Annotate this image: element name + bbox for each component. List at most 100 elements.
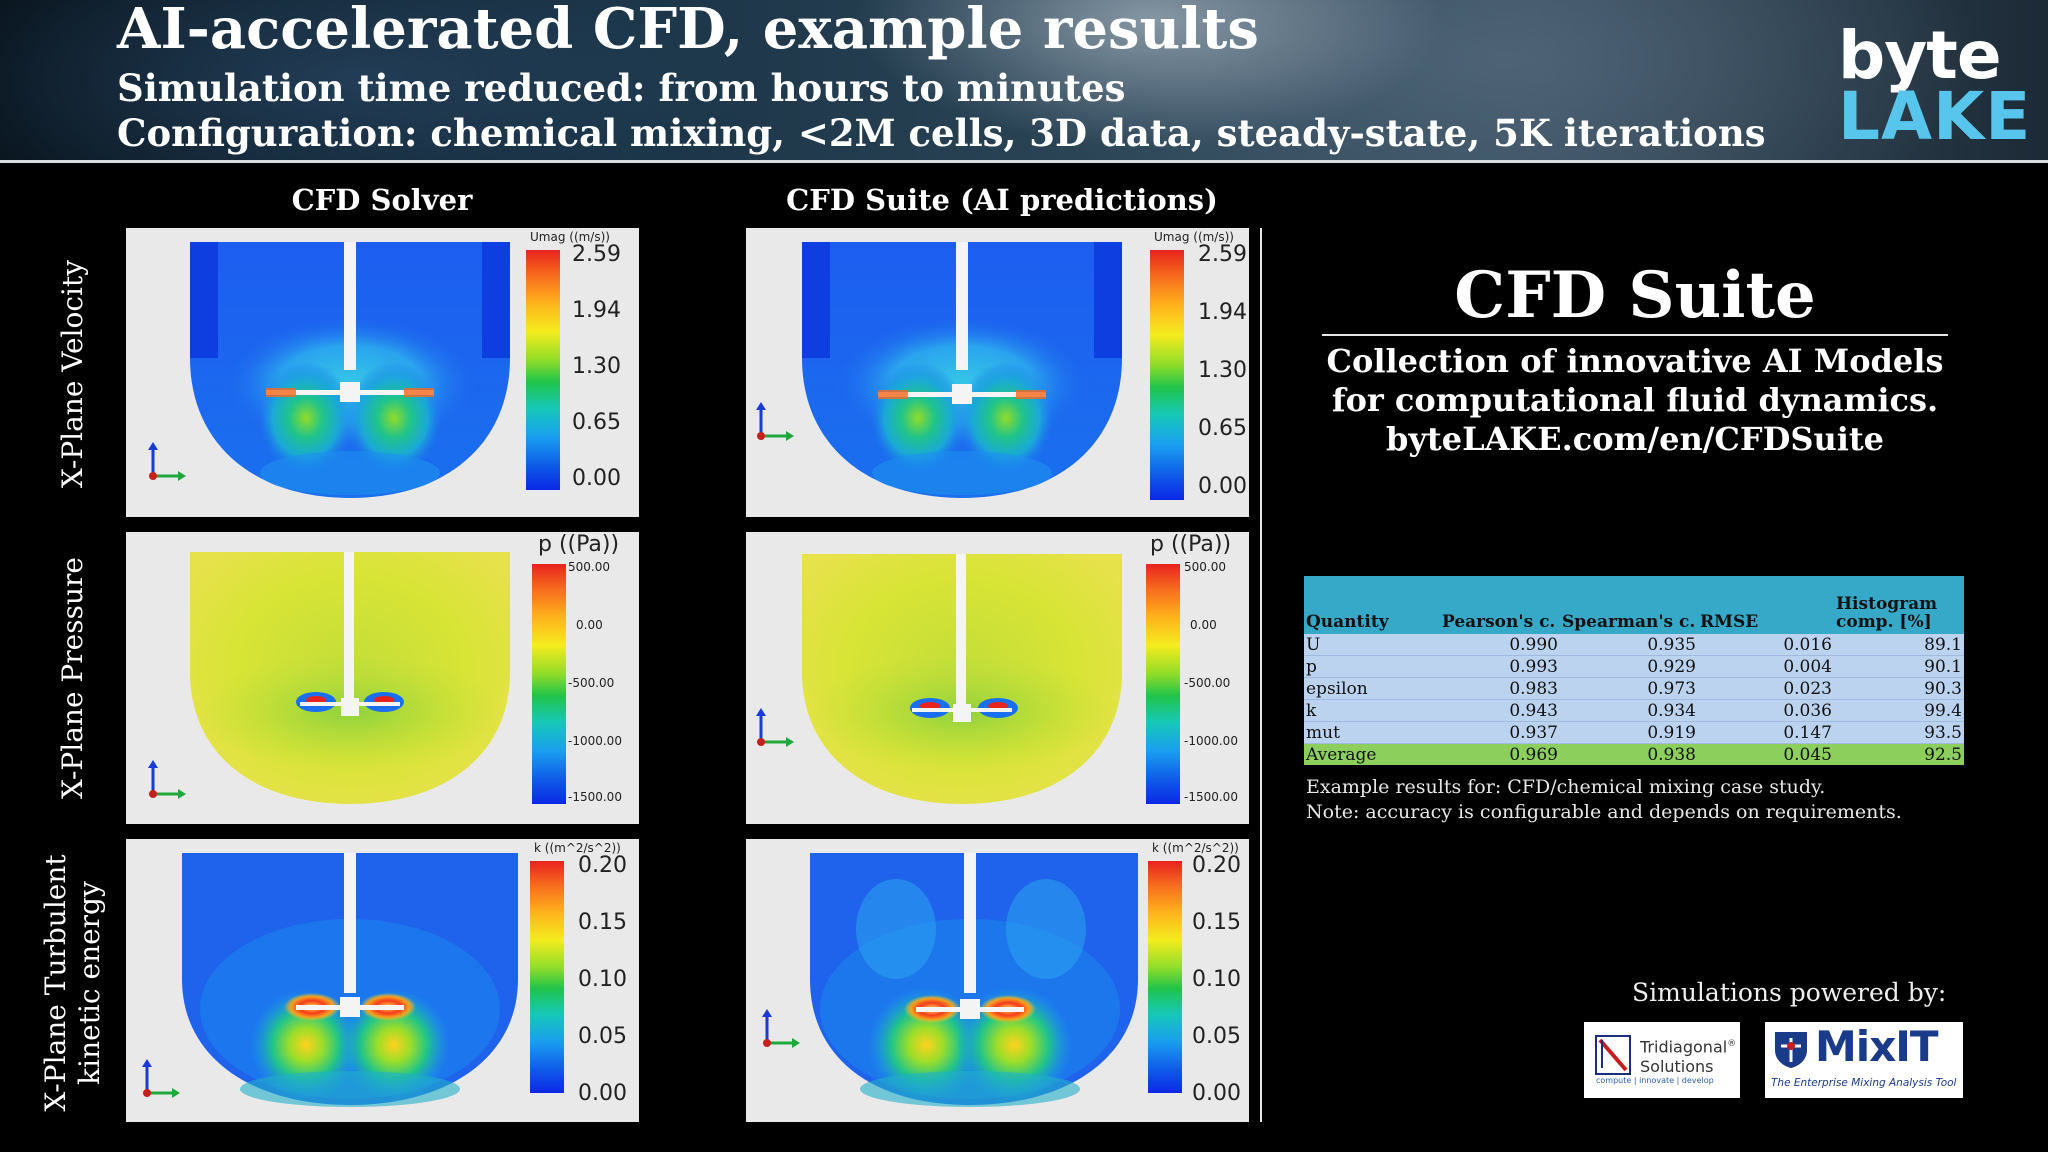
- colorbar-tick: 0.00: [576, 618, 603, 632]
- column-header-cfd-solver: CFD Solver: [291, 183, 473, 217]
- colorbar-tick: 0.00: [1190, 618, 1217, 632]
- axis-triad-icon: [762, 1009, 800, 1048]
- colorbar-pressure: [532, 564, 566, 804]
- cell-histogram: 93.5: [1834, 721, 1964, 744]
- table-header-cell: RMSE: [1698, 576, 1834, 634]
- cell-quantity: Average: [1304, 743, 1440, 765]
- colorbar-title-velocity: Umag ((m/s)): [1154, 230, 1234, 244]
- page-subtitle-1: Simulation time reduced: from hours to m…: [117, 66, 1126, 110]
- tridiagonal-tagline: compute | innovate | develop: [1596, 1076, 1714, 1085]
- cell-quantity: mut: [1304, 721, 1440, 744]
- tridiagonal-name2: Solutions: [1640, 1057, 1714, 1077]
- colorbar-tick: 1.30: [572, 354, 621, 379]
- header-divider: [0, 160, 2048, 163]
- cell-pearson: 0.943: [1440, 699, 1560, 722]
- cell-rmse: 0.036: [1698, 699, 1834, 722]
- colorbar-tick: 0.00: [1192, 1081, 1241, 1106]
- mixit-shield-icon: [1775, 1032, 1807, 1068]
- accuracy-table: Quantity Pearson's c. Spearman's c. RMSE…: [1304, 576, 1964, 765]
- logo-word-lake: LAKE: [1838, 77, 2032, 155]
- axis-triad-icon: [142, 1059, 180, 1098]
- cell-spearman: 0.934: [1560, 699, 1698, 722]
- colorbar-tick: 0.15: [1192, 910, 1241, 935]
- colorbar-tick: 0.65: [572, 410, 621, 435]
- suite-description-line2: for computational fluid dynamics.: [1331, 381, 1939, 419]
- cell-histogram: 99.4: [1834, 699, 1964, 722]
- suite-title: CFD Suite: [1454, 258, 1816, 333]
- colorbar-tke: [1148, 861, 1182, 1093]
- colorbar-title-tke: k ((m^2/s^2)): [534, 841, 621, 855]
- colorbar-tick: -1500.00: [1184, 790, 1238, 804]
- colorbar-title-velocity: Umag ((m/s)): [530, 230, 610, 244]
- colorbar-tick: -1000.00: [1184, 734, 1238, 748]
- cell-spearman: 0.935: [1560, 634, 1698, 656]
- pressure-panel-solver: p ((Pa)) 500.00 0.00 -500.00 -1000.00 -1…: [126, 532, 639, 824]
- table-header-cell: Spearman's c.: [1560, 576, 1698, 634]
- velocity-panel-ai: Umag ((m/s)) 2.59 1.94 1.30 0.65 0.00: [746, 228, 1249, 517]
- powered-by-label: Simulations powered by:: [1632, 978, 1947, 1007]
- axis-triad-icon: [148, 760, 186, 799]
- colorbar-tke: [530, 861, 564, 1093]
- colorbar-velocity: [1150, 250, 1184, 500]
- cell-quantity: U: [1304, 634, 1440, 656]
- colorbar-tick: 0.65: [1198, 416, 1247, 441]
- velocity-field-solver: [190, 242, 510, 498]
- cell-rmse: 0.045: [1698, 743, 1834, 765]
- colorbar-tick: 0.05: [578, 1024, 627, 1049]
- cell-pearson: 0.969: [1440, 743, 1560, 765]
- tridiagonal-logo: Tridiagonal® Solutions compute | innovat…: [1584, 1022, 1740, 1098]
- table-row-average: Average 0.969 0.938 0.045 92.5: [1304, 743, 1964, 765]
- tridiagonal-mark-icon: [1595, 1035, 1631, 1075]
- colorbar-tick: -1500.00: [568, 790, 622, 804]
- cell-spearman: 0.938: [1560, 743, 1698, 765]
- row-label-tke-line1: X-Plane Turbulent: [39, 854, 72, 1112]
- cell-spearman: 0.929: [1560, 655, 1698, 678]
- mixit-tagline: The Enterprise Mixing Analysis Tool: [1771, 1077, 1957, 1089]
- cell-rmse: 0.147: [1698, 721, 1834, 744]
- table-header-cell: Pearson's c.: [1440, 576, 1560, 634]
- pressure-field-solver: [190, 552, 510, 804]
- axis-triad-icon: [148, 442, 186, 481]
- cell-histogram: 89.1: [1834, 634, 1964, 656]
- cell-histogram: 90.1: [1834, 655, 1964, 678]
- table-row: p 0.993 0.929 0.004 90.1: [1304, 655, 1964, 678]
- note-accuracy: Note: accuracy is configurable and depen…: [1306, 801, 1902, 823]
- cell-quantity: p: [1304, 655, 1440, 678]
- table-header-cell: Quantity: [1304, 576, 1440, 634]
- colorbar-tick: 0.10: [578, 967, 627, 992]
- suite-title-rule: [1322, 334, 1948, 336]
- cell-pearson: 0.983: [1440, 677, 1560, 700]
- colorbar-tick: 1.94: [1198, 300, 1247, 325]
- colorbar-tick: 1.94: [572, 298, 621, 323]
- cell-rmse: 0.016: [1698, 634, 1834, 656]
- row-label-tke-line2: kinetic energy: [72, 881, 106, 1085]
- cell-pearson: 0.993: [1440, 655, 1560, 678]
- colorbar-tick: -500.00: [1184, 676, 1231, 690]
- suite-url[interactable]: byteLAKE.com/en/CFDSuite: [1385, 420, 1885, 458]
- axis-triad-icon: [756, 402, 794, 441]
- colorbar-tick: 0.00: [578, 1081, 627, 1106]
- row-label-velocity: X-Plane Velocity: [56, 259, 89, 489]
- axis-triad-icon: [756, 708, 794, 747]
- pressure-panel-ai: p ((Pa)) 500.00 0.00 -500.00 -1000.00 -1…: [746, 532, 1249, 824]
- suite-description-line1: Collection of innovative AI Models: [1326, 342, 1944, 380]
- row-label-pressure: X-Plane Pressure: [56, 557, 89, 799]
- cell-histogram: 90.3: [1834, 677, 1964, 700]
- column-header-cfd-suite: CFD Suite (AI predictions): [786, 183, 1218, 217]
- tke-panel-solver: k ((m^2/s^2)) 0.20 0.15 0.10 0.05 0.00: [126, 839, 639, 1122]
- note-case-study: Example results for: CFD/chemical mixing…: [1306, 776, 1826, 798]
- cell-rmse: 0.004: [1698, 655, 1834, 678]
- colorbar-pressure: [1146, 564, 1180, 804]
- colorbar-tick: 0.00: [1198, 474, 1247, 499]
- page-subtitle-2: Configuration: chemical mixing, <2M cell…: [117, 111, 1766, 155]
- tridiagonal-name1: Tridiagonal: [1640, 1037, 1728, 1057]
- colorbar-title-pressure: p ((Pa)): [538, 532, 620, 557]
- cell-quantity: k: [1304, 699, 1440, 722]
- bytelake-logo: byte LAKE: [1838, 17, 2032, 155]
- cell-pearson: 0.990: [1440, 634, 1560, 656]
- tke-field-ai: [810, 853, 1138, 1107]
- logo-word-byte: byte: [1838, 17, 2002, 94]
- tridiagonal-registered: ®: [1727, 1039, 1737, 1049]
- cell-spearman: 0.919: [1560, 721, 1698, 744]
- colorbar-tick: 0.10: [1192, 967, 1241, 992]
